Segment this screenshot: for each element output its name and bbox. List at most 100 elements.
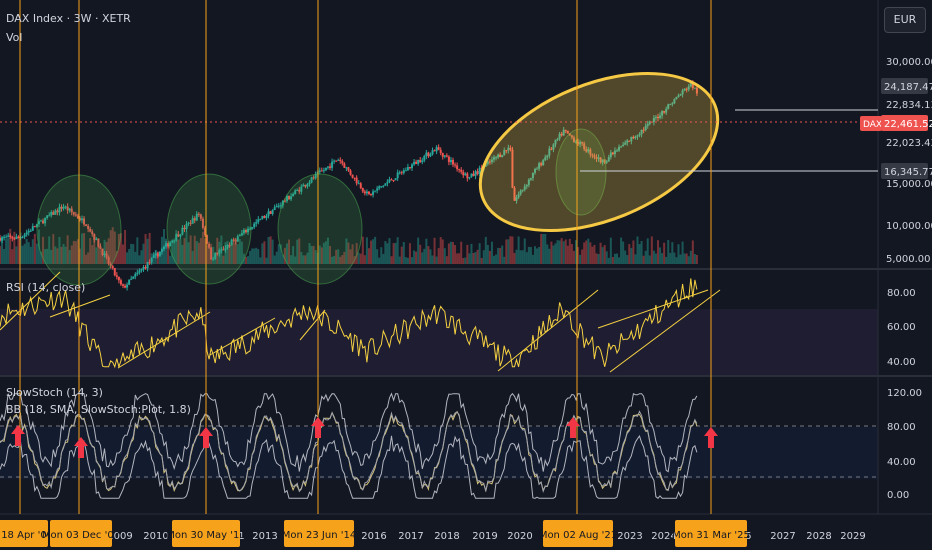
- volume-bar: [263, 241, 266, 264]
- volume-bar: [427, 246, 430, 264]
- volume-bar: [583, 242, 586, 264]
- volume-bar: [187, 242, 190, 264]
- candle-body: [542, 160, 545, 166]
- candle-body: [585, 149, 588, 152]
- volume-bar: [665, 256, 668, 264]
- candle-body: [564, 129, 567, 131]
- candle-body: [513, 187, 516, 201]
- candle-body: [367, 191, 370, 194]
- candle-body: [452, 159, 455, 165]
- volume-bar: [78, 248, 81, 264]
- volume-bar: [370, 240, 373, 264]
- volume-bar: [87, 252, 90, 264]
- candle-body: [470, 173, 473, 178]
- volume-bar: [570, 244, 573, 264]
- volume-bar: [320, 247, 323, 264]
- candle-body: [130, 278, 133, 280]
- candle-body: [677, 95, 680, 98]
- volume-bar: [351, 244, 354, 264]
- candle-body: [509, 147, 512, 150]
- candle-body: [72, 212, 75, 215]
- candle-body: [322, 170, 325, 172]
- candle-body: [357, 183, 360, 185]
- volume-bar: [345, 238, 348, 264]
- volume-bar: [603, 245, 606, 264]
- candle-body: [531, 172, 534, 179]
- volume-bar: [437, 248, 440, 264]
- volume-bar: [265, 257, 268, 264]
- candle-body: [199, 214, 202, 219]
- volume-bar: [693, 253, 696, 264]
- candle-body: [97, 238, 100, 247]
- candle-body: [618, 146, 621, 151]
- volume-bar: [165, 238, 168, 264]
- candle-body: [105, 253, 108, 258]
- candle-body: [449, 159, 452, 163]
- candle-body: [566, 130, 569, 134]
- volume-bar: [343, 251, 346, 264]
- candle-body: [300, 186, 303, 192]
- volume-bar: [35, 243, 38, 264]
- volume-bar: [97, 238, 100, 264]
- volume-bar: [630, 247, 633, 264]
- candle-body: [390, 179, 393, 181]
- volume-bar: [452, 242, 455, 264]
- volume-bar: [367, 248, 370, 264]
- volume-bar: [185, 231, 188, 264]
- volume-bar: [683, 253, 686, 264]
- candle-body: [345, 167, 348, 169]
- candle-body: [685, 88, 688, 90]
- candle-body: [499, 154, 502, 157]
- volume-bar: [146, 238, 149, 264]
- candle-body: [298, 189, 301, 192]
- volume-bar: [544, 234, 547, 264]
- volume-bar: [615, 253, 618, 264]
- date-marker-label: Tue 18 Apr '06: [0, 530, 53, 541]
- bb-lower-band: [0, 434, 698, 499]
- candle-body: [404, 170, 407, 172]
- candle-body: [550, 148, 553, 150]
- volume-bar: [585, 240, 588, 264]
- candle-body: [191, 218, 194, 224]
- volume-bar: [152, 253, 155, 264]
- volume-bar: [372, 239, 375, 264]
- volume-bar: [11, 249, 14, 264]
- volume-bar: [417, 237, 420, 264]
- candle-body: [624, 142, 627, 145]
- candle-body: [632, 136, 635, 139]
- candle-body: [101, 248, 104, 255]
- volume-bar: [503, 256, 506, 264]
- volume-bar: [579, 254, 582, 264]
- candle-body: [165, 243, 168, 247]
- candle-body: [56, 210, 59, 213]
- volume-bar: [618, 257, 621, 264]
- candle-body: [314, 174, 317, 179]
- volume-bar: [171, 242, 174, 264]
- candle-body: [318, 170, 321, 173]
- rsi-trendline: [117, 311, 211, 369]
- up-arrow-icon: [11, 425, 25, 446]
- volume-bar: [509, 236, 512, 264]
- stoch-pane-label: SlowStoch (14, 3): [6, 386, 103, 399]
- candle-body: [257, 219, 260, 223]
- volume-bar: [548, 248, 551, 264]
- volume-bar: [552, 245, 555, 264]
- volume-bar: [15, 246, 18, 264]
- currency-button[interactable]: EUR: [884, 7, 926, 33]
- volume-bar: [240, 241, 243, 264]
- volume-bar: [667, 240, 670, 264]
- candle-body: [273, 207, 276, 211]
- candle-body: [579, 141, 582, 145]
- volume-bar: [259, 257, 262, 264]
- volume-bar: [7, 237, 10, 264]
- candle-body: [25, 232, 28, 235]
- volume-bar: [476, 249, 479, 264]
- candle-body: [615, 150, 618, 152]
- year-tick: 2023: [617, 531, 642, 542]
- candle-body: [503, 150, 506, 156]
- volume-bar: [521, 250, 524, 264]
- volume-bar: [517, 236, 520, 264]
- volume-bar: [445, 256, 448, 264]
- bb-pane-label: BB (18, SMA, SlowStoch:Plot, 1.8): [6, 403, 191, 416]
